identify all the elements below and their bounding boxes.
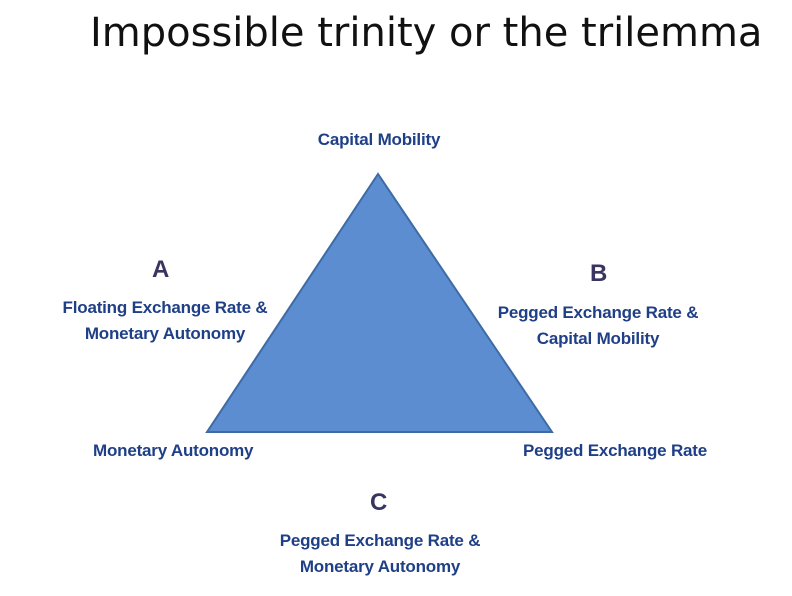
side-c-line-1: Pegged Exchange Rate &: [279, 531, 481, 550]
side-b-letter: B: [590, 260, 608, 287]
side-b-description: Pegged Exchange Rate & Capital Mobility: [478, 300, 718, 352]
side-a-line-1: Floating Exchange Rate &: [62, 298, 268, 317]
slide-title: Impossible trinity or the trilemma: [90, 10, 763, 56]
side-a-line-2: Monetary Autonomy: [84, 324, 246, 343]
side-a-letter: A: [152, 256, 170, 283]
side-c-letter: C: [370, 489, 388, 516]
side-b-line-1: Pegged Exchange Rate &: [497, 303, 699, 322]
side-a-description: Floating Exchange Rate & Monetary Autono…: [40, 295, 290, 347]
vertex-label-pegged-exchange-rate: Pegged Exchange Rate: [523, 441, 708, 460]
vertex-label-capital-mobility: Capital Mobility: [317, 130, 441, 149]
side-c-description: Pegged Exchange Rate & Monetary Autonomy: [255, 528, 505, 580]
side-c-line-2: Monetary Autonomy: [299, 557, 461, 576]
trilemma-triangle: [205, 172, 554, 433]
vertex-label-monetary-autonomy: Monetary Autonomy: [93, 441, 254, 460]
side-b-line-2: Capital Mobility: [536, 329, 660, 348]
